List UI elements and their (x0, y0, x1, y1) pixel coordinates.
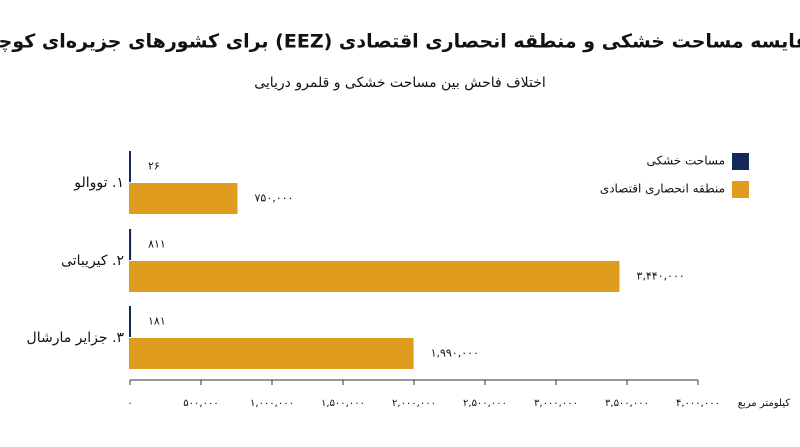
x-axis-label: کیلومتر مربع (738, 398, 791, 409)
value-label: ۱,۹۹۰,۰۰۰ (431, 347, 479, 360)
chart-subtitle: اختلاف فاحش بین مساحت خشکی و قلمرو دریای… (254, 75, 546, 91)
bar (129, 338, 414, 369)
bar (129, 261, 620, 292)
x-tick-label: ۴,۰۰۰,۰۰۰ (676, 398, 720, 409)
x-tick-label: ۰ (127, 398, 132, 409)
x-tick-label: ۵۰۰,۰۰۰ (183, 398, 218, 409)
legend-label: مساحت خشکی (646, 154, 725, 168)
value-label: ۸۱۱ (148, 238, 166, 251)
category-label: ۲. کیریباتی (61, 253, 124, 269)
x-tick-label: ۱,۰۰۰,۰۰۰ (250, 398, 294, 409)
category-label: ۱. تووالو (73, 175, 124, 191)
bar (129, 183, 238, 214)
x-tick-label: ۲,۵۰۰,۰۰۰ (463, 398, 507, 409)
x-tick-label: ۲,۰۰۰,۰۰۰ (392, 398, 436, 409)
legend-swatch (732, 153, 749, 170)
value-label: ۱۸۱ (148, 315, 166, 328)
category-label: ۳. جزایر مارشال (27, 330, 125, 346)
value-label: ۷۵۰,۰۰۰ (255, 192, 294, 205)
value-label: ۳,۴۴۰,۰۰۰ (636, 270, 684, 283)
legend-label: منطقه انحصاری اقتصادی (600, 182, 725, 197)
chart-title: مقایسه مساحت خشکی و منطقه انحصاری اقتصاد… (0, 31, 800, 53)
value-label: ۲۶ (148, 160, 160, 173)
legend-swatch (732, 181, 749, 198)
x-tick-label: ۳,۰۰۰,۰۰۰ (534, 398, 578, 409)
x-tick-label: ۳,۵۰۰,۰۰۰ (605, 398, 649, 409)
x-tick-label: ۱,۵۰۰,۰۰۰ (321, 398, 365, 409)
